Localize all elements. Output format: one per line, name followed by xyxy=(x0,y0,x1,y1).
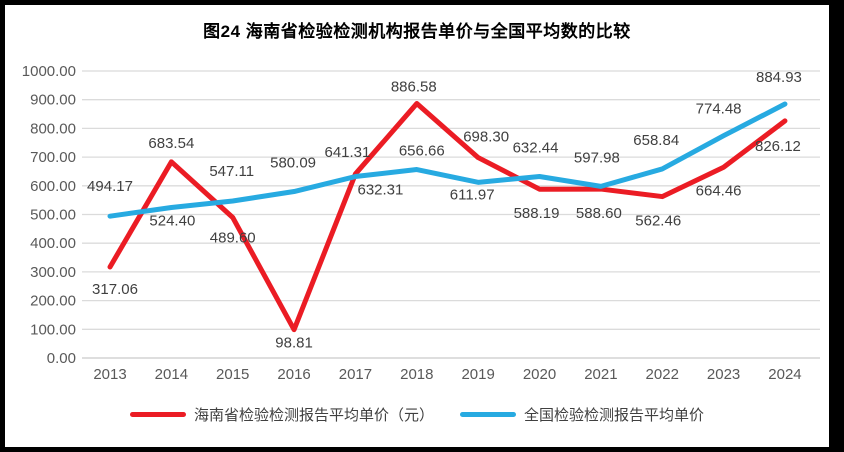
data-label-hainan: 562.46 xyxy=(635,213,681,230)
legend: 海南省检验检测报告平均单价（元） 全国检验检测报告平均单价 xyxy=(5,404,829,425)
data-label-national: 632.31 xyxy=(357,182,403,199)
data-label-hainan: 588.19 xyxy=(514,205,560,222)
data-label-hainan: 683.54 xyxy=(148,135,194,152)
data-label-hainan: 588.60 xyxy=(576,205,622,222)
data-label-national: 774.48 xyxy=(696,101,742,118)
data-label-national: 597.98 xyxy=(574,149,620,166)
y-axis-tick-label: 0.00 xyxy=(47,350,76,367)
x-axis-tick-label: 2013 xyxy=(93,366,126,383)
hainan-series-line-swatch xyxy=(129,412,186,417)
x-axis-tick-label: 2024 xyxy=(768,366,801,383)
x-axis-tick-label: 2023 xyxy=(707,366,740,383)
x-axis-tick-label: 2014 xyxy=(155,366,188,383)
y-axis-tick-label: 800.00 xyxy=(30,120,76,137)
y-axis-tick-label: 1000.00 xyxy=(22,63,76,80)
data-label-national: 611.97 xyxy=(450,186,495,203)
data-label-national: 658.84 xyxy=(633,132,679,149)
x-axis-tick-label: 2018 xyxy=(400,366,433,383)
data-label-national: 884.93 xyxy=(756,69,802,86)
data-label-national: 524.40 xyxy=(149,212,195,229)
x-axis-tick-label: 2015 xyxy=(216,366,249,383)
data-label-national: 580.09 xyxy=(270,155,316,172)
line-chart-plot-area: 0.00 100.00 200.00 300.00 400.00 500.00 600.00… xyxy=(22,63,820,383)
y-axis-tick-label: 700.00 xyxy=(30,149,76,166)
data-label-hainan: 98.81 xyxy=(275,335,313,352)
series-line-national xyxy=(107,101,788,219)
y-axis-tick-label: 300.00 xyxy=(30,264,76,281)
data-label-hainan: 489.60 xyxy=(210,229,256,246)
x-axis-tick-label: 2022 xyxy=(646,366,679,383)
legend-label-hainan: 海南省检验检测报告平均单价（元） xyxy=(193,407,434,424)
x-axis-tick-label: 2017 xyxy=(339,366,372,383)
y-axis-tick-label: 400.00 xyxy=(30,235,76,252)
data-label-hainan: 826.12 xyxy=(755,138,801,155)
series-line-hainan xyxy=(107,101,788,333)
data-label-hainan: 641.31 xyxy=(324,144,370,161)
national-series-line-swatch xyxy=(460,412,516,417)
data-label-national: 632.44 xyxy=(513,139,559,156)
y-axis-tick-label: 600.00 xyxy=(30,178,76,195)
y-axis-tick-label: 900.00 xyxy=(30,92,76,109)
legend-label-national: 全国检验检测报告平均单价 xyxy=(524,407,705,424)
data-label-hainan: 664.46 xyxy=(696,182,742,199)
data-label-national: 656.66 xyxy=(399,143,445,160)
data-label-hainan: 317.06 xyxy=(92,281,138,298)
x-axis-tick-label: 2020 xyxy=(523,366,556,383)
y-axis-tick-label: 500.00 xyxy=(30,207,76,224)
chart-title: 图24 海南省检验检测机构报告单价与全国平均数的比较 xyxy=(203,22,631,41)
data-label-hainan: 886.58 xyxy=(391,79,437,96)
x-axis-tick-label: 2016 xyxy=(277,366,310,383)
y-axis-tick-label: 200.00 xyxy=(30,293,76,310)
x-axis-tick-label: 2019 xyxy=(461,366,494,383)
x-axis-tick-label: 2021 xyxy=(584,366,617,383)
data-label-national: 547.11 xyxy=(209,163,254,180)
chart-frame: 图24 海南省检验检测机构报告单价与全国平均数的比较 0.00 100.00 200… xyxy=(5,5,829,447)
data-label-hainan: 698.30 xyxy=(463,129,509,146)
y-axis-tick-label: 100.00 xyxy=(30,321,76,338)
data-label-national: 494.17 xyxy=(87,178,133,195)
legend-item-hainan: 海南省检验检测报告平均单价（元） xyxy=(129,404,434,425)
legend-item-national: 全国检验检测报告平均单价 xyxy=(460,404,704,425)
